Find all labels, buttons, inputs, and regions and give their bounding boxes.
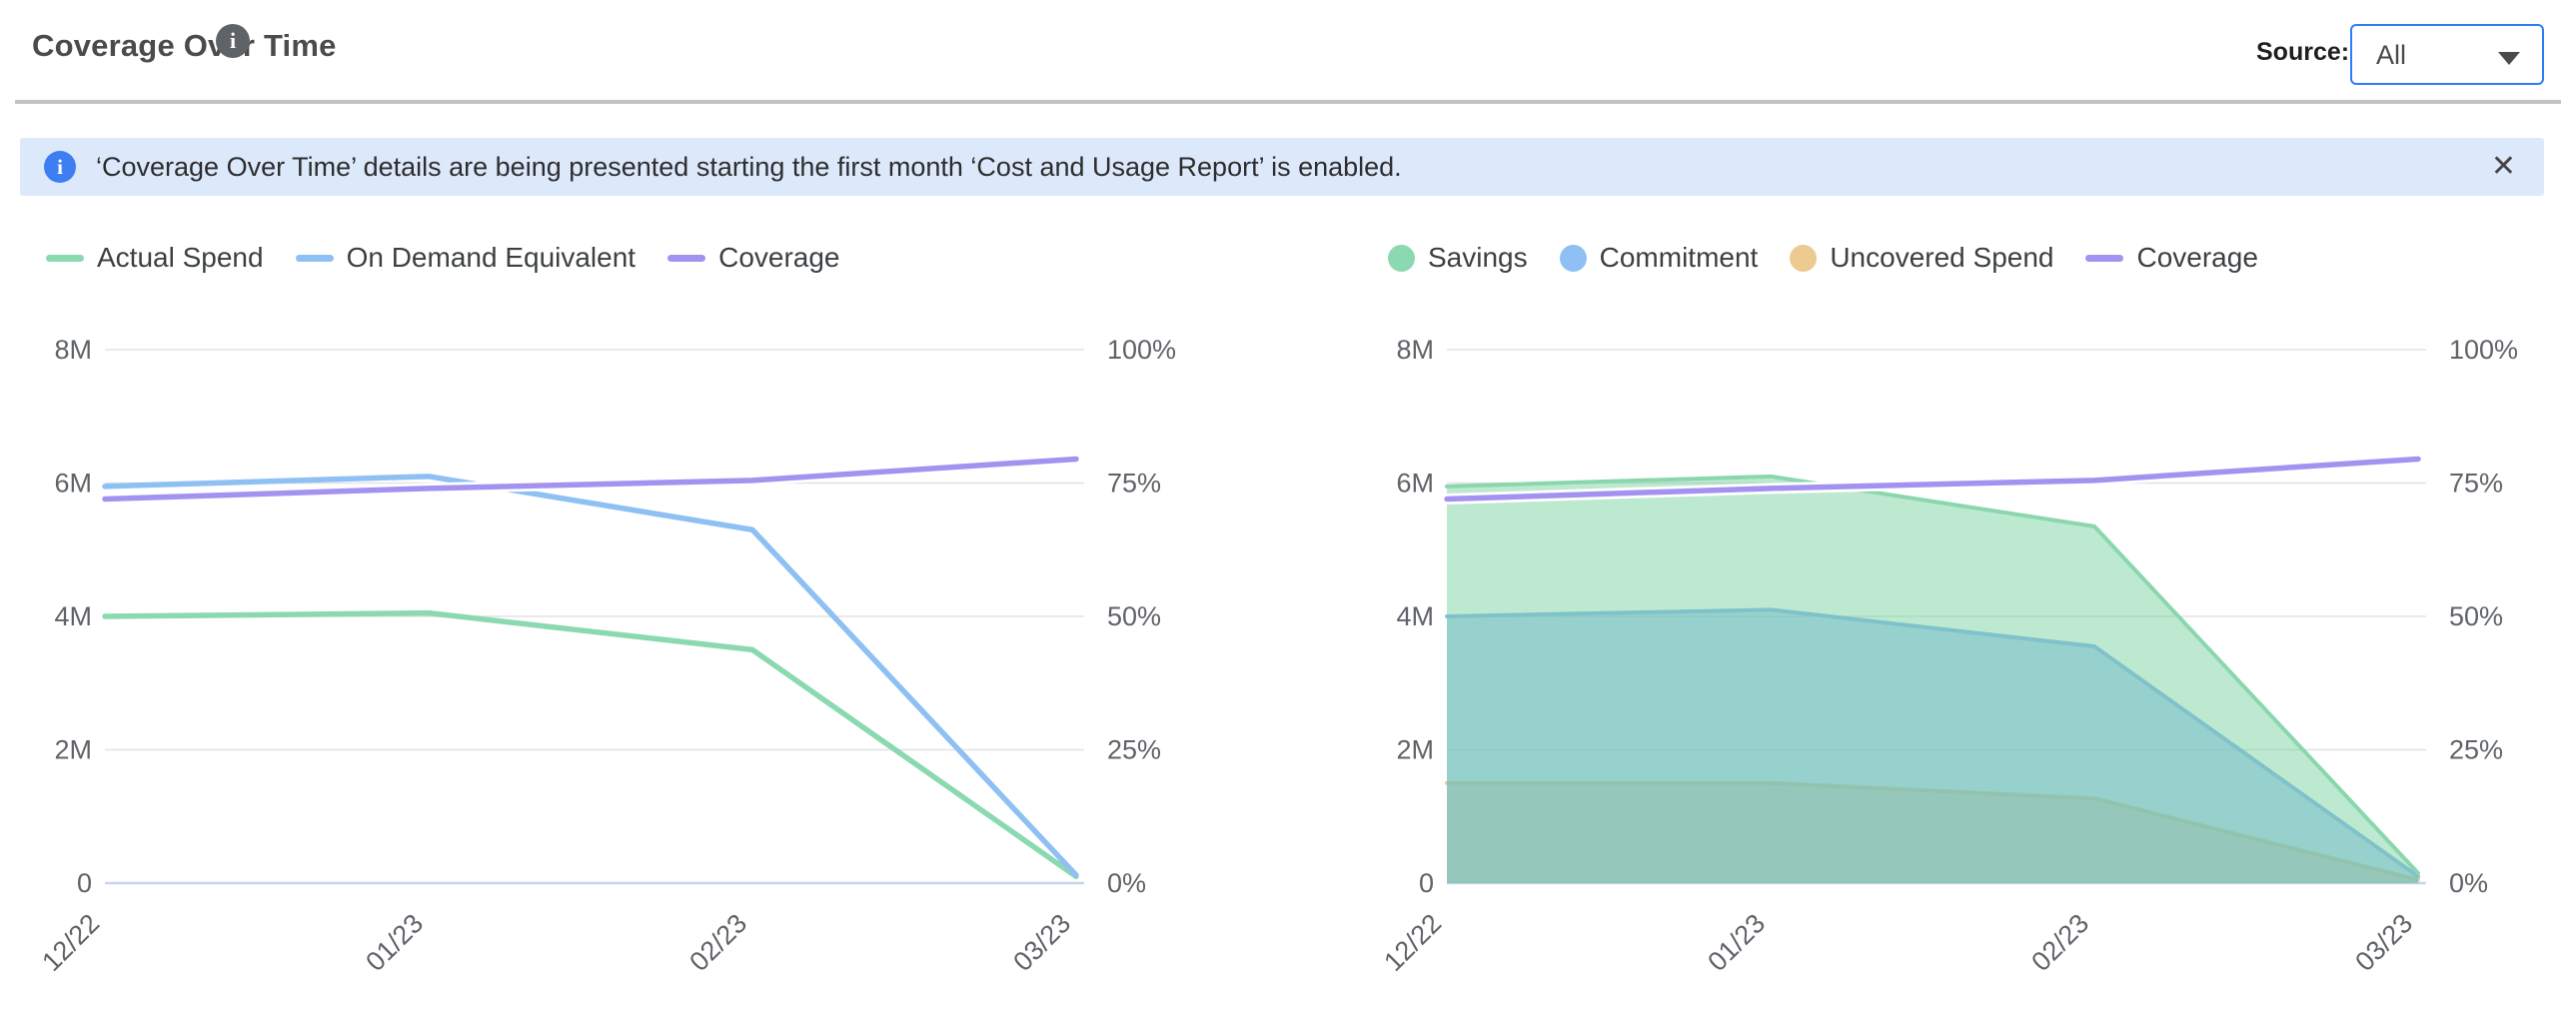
info-banner-text: ‘Coverage Over Time’ details are being p… <box>96 152 1402 182</box>
legend-label: Actual Spend <box>97 242 264 273</box>
source-dropdown[interactable]: All <box>2350 24 2544 85</box>
line-chart-legend: Actual Spend On Demand Equivalent Coverage <box>46 235 840 281</box>
legend-label: On Demand Equivalent <box>346 242 637 273</box>
svg-text:2M: 2M <box>1396 735 1434 765</box>
legend-item-savings[interactable]: Savings <box>1388 242 1528 274</box>
svg-text:8M: 8M <box>54 335 92 365</box>
uncovered-spend-swatch-icon <box>1790 244 1818 272</box>
legend-item-uncovered-spend[interactable]: Uncovered Spend <box>1790 242 2053 274</box>
svg-text:100%: 100% <box>1107 335 1176 365</box>
spend-coverage-line-chart: Actual Spend On Demand Equivalent Coverage… <box>30 235 1229 1015</box>
chevron-down-icon <box>2498 52 2520 65</box>
area-chart-legend: Savings Commitment Uncovered Spend Coverage <box>1388 235 2258 281</box>
svg-text:01/23: 01/23 <box>1702 908 1771 977</box>
source-dropdown-value: All <box>2376 40 2407 70</box>
info-banner: i ‘Coverage Over Time’ details are being… <box>20 138 2544 196</box>
svg-text:0: 0 <box>1419 868 1434 898</box>
svg-text:6M: 6M <box>54 469 92 499</box>
line-chart-plot-area: 0 0% 2M 25% 4M 50% 6M 75% 8M 100% 12/22 01/23 02/23 0… <box>30 330 1229 1015</box>
legend-item-coverage[interactable]: Coverage <box>2085 242 2258 274</box>
svg-text:6M: 6M <box>1396 469 1434 499</box>
legend-label: Coverage <box>718 242 840 273</box>
legend-label: Uncovered Spend <box>1830 242 2054 273</box>
svg-text:0%: 0% <box>1107 868 1146 898</box>
area-chart-plot-area: 0 0% 2M 25% 4M 50% 6M 75% 8M 100% 12/22 01/23 02/23 0… <box>1372 330 2571 1015</box>
svg-text:03/23: 03/23 <box>1007 908 1076 977</box>
svg-text:4M: 4M <box>1396 601 1434 631</box>
savings-swatch-icon <box>1388 244 1415 272</box>
svg-text:03/23: 03/23 <box>2349 908 2418 977</box>
svg-text:02/23: 02/23 <box>2025 908 2094 977</box>
page-title: Coverage Over Time <box>32 28 337 63</box>
svg-text:12/22: 12/22 <box>36 908 105 977</box>
svg-text:50%: 50% <box>2449 601 2503 631</box>
svg-text:12/22: 12/22 <box>1378 908 1447 977</box>
close-icon[interactable]: ✕ <box>2490 150 2516 183</box>
actual-spend-swatch-icon <box>46 254 84 262</box>
coverage-swatch-icon <box>2085 254 2124 262</box>
legend-item-commitment[interactable]: Commitment <box>1559 242 1759 274</box>
svg-text:100%: 100% <box>2449 335 2518 365</box>
svg-text:75%: 75% <box>1107 469 1161 499</box>
svg-text:25%: 25% <box>2449 735 2503 765</box>
svg-text:8M: 8M <box>1396 335 1434 365</box>
svg-text:50%: 50% <box>1107 601 1161 631</box>
page-header: Coverage Over Time i Source: All <box>0 0 2576 104</box>
svg-text:75%: 75% <box>2449 469 2503 499</box>
svg-text:0: 0 <box>77 868 92 898</box>
svg-text:01/23: 01/23 <box>360 908 429 977</box>
info-icon: i <box>44 151 76 183</box>
header-divider <box>15 100 2561 104</box>
coverage-swatch-icon <box>667 254 706 262</box>
svg-text:0%: 0% <box>2449 868 2488 898</box>
commitment-swatch-icon <box>1559 244 1587 272</box>
legend-item-on-demand-equivalent[interactable]: On Demand Equivalent <box>295 242 637 274</box>
source-label: Source: <box>2256 38 2350 66</box>
legend-label: Coverage <box>2136 242 2258 273</box>
svg-text:02/23: 02/23 <box>683 908 752 977</box>
info-icon[interactable]: i <box>216 24 250 58</box>
legend-label: Commitment <box>1599 242 1759 273</box>
svg-text:2M: 2M <box>54 735 92 765</box>
savings-breakdown-area-chart: Savings Commitment Uncovered Spend Coverage… <box>1372 235 2571 1015</box>
svg-text:25%: 25% <box>1107 735 1161 765</box>
legend-item-actual-spend[interactable]: Actual Spend <box>46 242 264 274</box>
savings-breakdown-area-chart-svg: 0 0% 2M 25% 4M 50% 6M 75% 8M 100% 12/22 01/23 02/23 0… <box>1378 335 2518 977</box>
on-demand-equivalent-swatch-icon <box>295 254 334 262</box>
legend-item-coverage[interactable]: Coverage <box>667 242 840 274</box>
legend-label: Savings <box>1428 242 1528 273</box>
svg-text:4M: 4M <box>54 601 92 631</box>
spend-coverage-line-chart-svg: 0 0% 2M 25% 4M 50% 6M 75% 8M 100% 12/22 01/23 02/23 0… <box>36 335 1176 977</box>
